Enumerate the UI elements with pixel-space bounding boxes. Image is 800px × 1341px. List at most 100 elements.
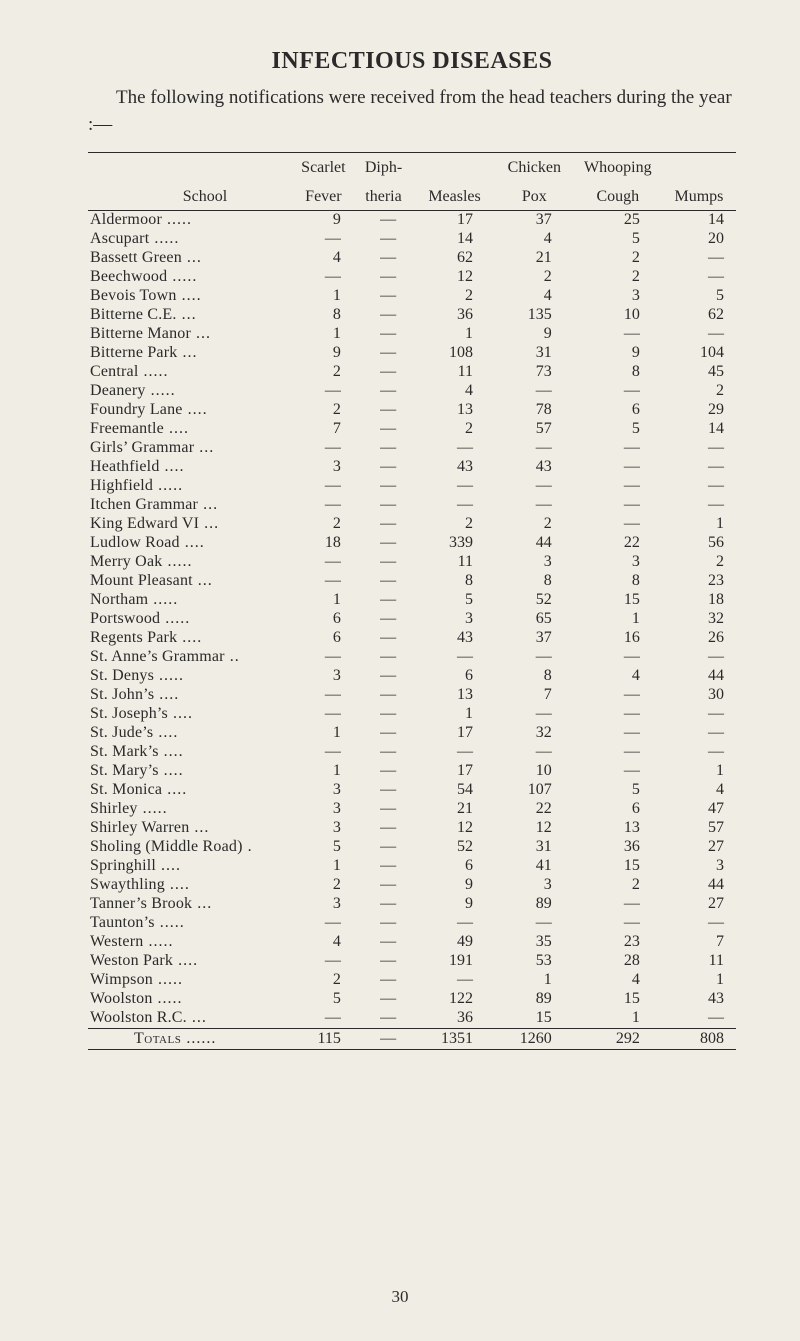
cell-whooping-cough: 9 [574,344,662,363]
cell-scarlet-fever: — [294,230,353,249]
table-row: Woolston .....5—122891543 [88,990,736,1009]
cell-whooping-cough: — [574,477,662,496]
cell-mumps: — [662,439,736,458]
cell-diphtheria: — [353,230,414,249]
cell-mumps: — [662,743,736,762]
cell-scarlet-fever: — [294,743,353,762]
cell-scarlet-fever: — [294,496,353,515]
totals-scarlet-fever: 115 [294,1030,353,1050]
col-school: School [88,153,294,210]
cell-diphtheria: — [353,1009,414,1029]
cell-scarlet-fever: 2 [294,515,353,534]
table-row: Bassett Green ...4—62212— [88,249,736,268]
cell-whooping-cough: — [574,724,662,743]
cell-chicken-pox: — [495,705,574,724]
cell-scarlet-fever: — [294,268,353,287]
cell-whooping-cough: 5 [574,781,662,800]
table-row: St. Mary’s ....1—1710—1 [88,762,736,781]
cell-diphtheria: — [353,971,414,990]
school-cell: Bassett Green ... [88,249,294,268]
cell-diphtheria: — [353,401,414,420]
table-row: Itchen Grammar ...—————— [88,496,736,515]
cell-diphtheria: — [353,249,414,268]
table-row: Regents Park ....6—43371626 [88,629,736,648]
table-row: Wimpson .....2——141 [88,971,736,990]
table-row: St. Denys .....3—68444 [88,667,736,686]
cell-mumps: 27 [662,838,736,857]
cell-measles: 17 [414,211,495,230]
cell-whooping-cough: — [574,743,662,762]
cell-scarlet-fever: 7 [294,420,353,439]
cell-scarlet-fever: 1 [294,724,353,743]
cell-whooping-cough: 10 [574,306,662,325]
table-row: Foundry Lane ....2—1378629 [88,401,736,420]
table-row: Western .....4—4935237 [88,933,736,952]
cell-mumps: 62 [662,306,736,325]
cell-scarlet-fever: — [294,705,353,724]
table-row: St. Anne’s Grammar ..—————— [88,648,736,667]
cell-scarlet-fever: 4 [294,249,353,268]
cell-scarlet-fever: — [294,648,353,667]
cell-chicken-pox: 3 [495,553,574,572]
cell-measles: 191 [414,952,495,971]
school-cell: Itchen Grammar ... [88,496,294,515]
cell-diphtheria: — [353,933,414,952]
cell-measles: 43 [414,629,495,648]
cell-scarlet-fever: 3 [294,458,353,477]
cell-diphtheria: — [353,363,414,382]
school-cell: St. Denys ..... [88,667,294,686]
table-row: Girls’ Grammar ...—————— [88,439,736,458]
school-cell: Heathfield .... [88,458,294,477]
cell-whooping-cough: 5 [574,420,662,439]
cell-diphtheria: — [353,876,414,895]
cell-scarlet-fever: 6 [294,629,353,648]
page-number: 30 [0,1287,800,1307]
col-diphtheria-2: theria [353,182,414,211]
cell-measles: 108 [414,344,495,363]
school-cell: Girls’ Grammar ... [88,439,294,458]
cell-whooping-cough: 3 [574,553,662,572]
cell-measles: — [414,477,495,496]
cell-measles: 13 [414,686,495,705]
school-cell: Wimpson ..... [88,971,294,990]
cell-scarlet-fever: 3 [294,895,353,914]
cell-diphtheria: — [353,819,414,838]
cell-measles: 13 [414,401,495,420]
school-cell: Shirley Warren ... [88,819,294,838]
cell-chicken-pox: 32 [495,724,574,743]
cell-diphtheria: — [353,534,414,553]
school-cell: Deanery ..... [88,382,294,401]
cell-scarlet-fever: — [294,914,353,933]
cell-scarlet-fever: — [294,1009,353,1029]
cell-diphtheria: — [353,572,414,591]
cell-scarlet-fever: 3 [294,800,353,819]
cell-diphtheria: — [353,610,414,629]
cell-mumps: — [662,325,736,344]
cell-measles: 3 [414,610,495,629]
table-body: Aldermoor .....9—17372514Ascupart .....—… [88,211,736,1051]
cell-mumps: 26 [662,629,736,648]
cell-chicken-pox: — [495,477,574,496]
cell-diphtheria: — [353,762,414,781]
cell-mumps: 1 [662,971,736,990]
table-row: Bevois Town ....1—2435 [88,287,736,306]
cell-mumps: 56 [662,534,736,553]
table-row: St. Joseph’s ....——1——— [88,705,736,724]
cell-mumps: 27 [662,895,736,914]
totals-measles: 1351 [414,1030,495,1050]
table-row: St. Monica ....3—5410754 [88,781,736,800]
school-cell: Aldermoor ..... [88,211,294,230]
school-cell: Tanner’s Brook ... [88,895,294,914]
cell-whooping-cough: 5 [574,230,662,249]
cell-mumps: 14 [662,420,736,439]
school-cell: Central ..... [88,363,294,382]
col-whooping-cough-1: Whooping [574,153,662,181]
cell-measles: 54 [414,781,495,800]
cell-chicken-pox: — [495,496,574,515]
cell-scarlet-fever: — [294,572,353,591]
cell-diphtheria: — [353,705,414,724]
cell-mumps: — [662,458,736,477]
cell-whooping-cough: 1 [574,1009,662,1029]
cell-measles: 9 [414,895,495,914]
cell-diphtheria: — [353,211,414,230]
